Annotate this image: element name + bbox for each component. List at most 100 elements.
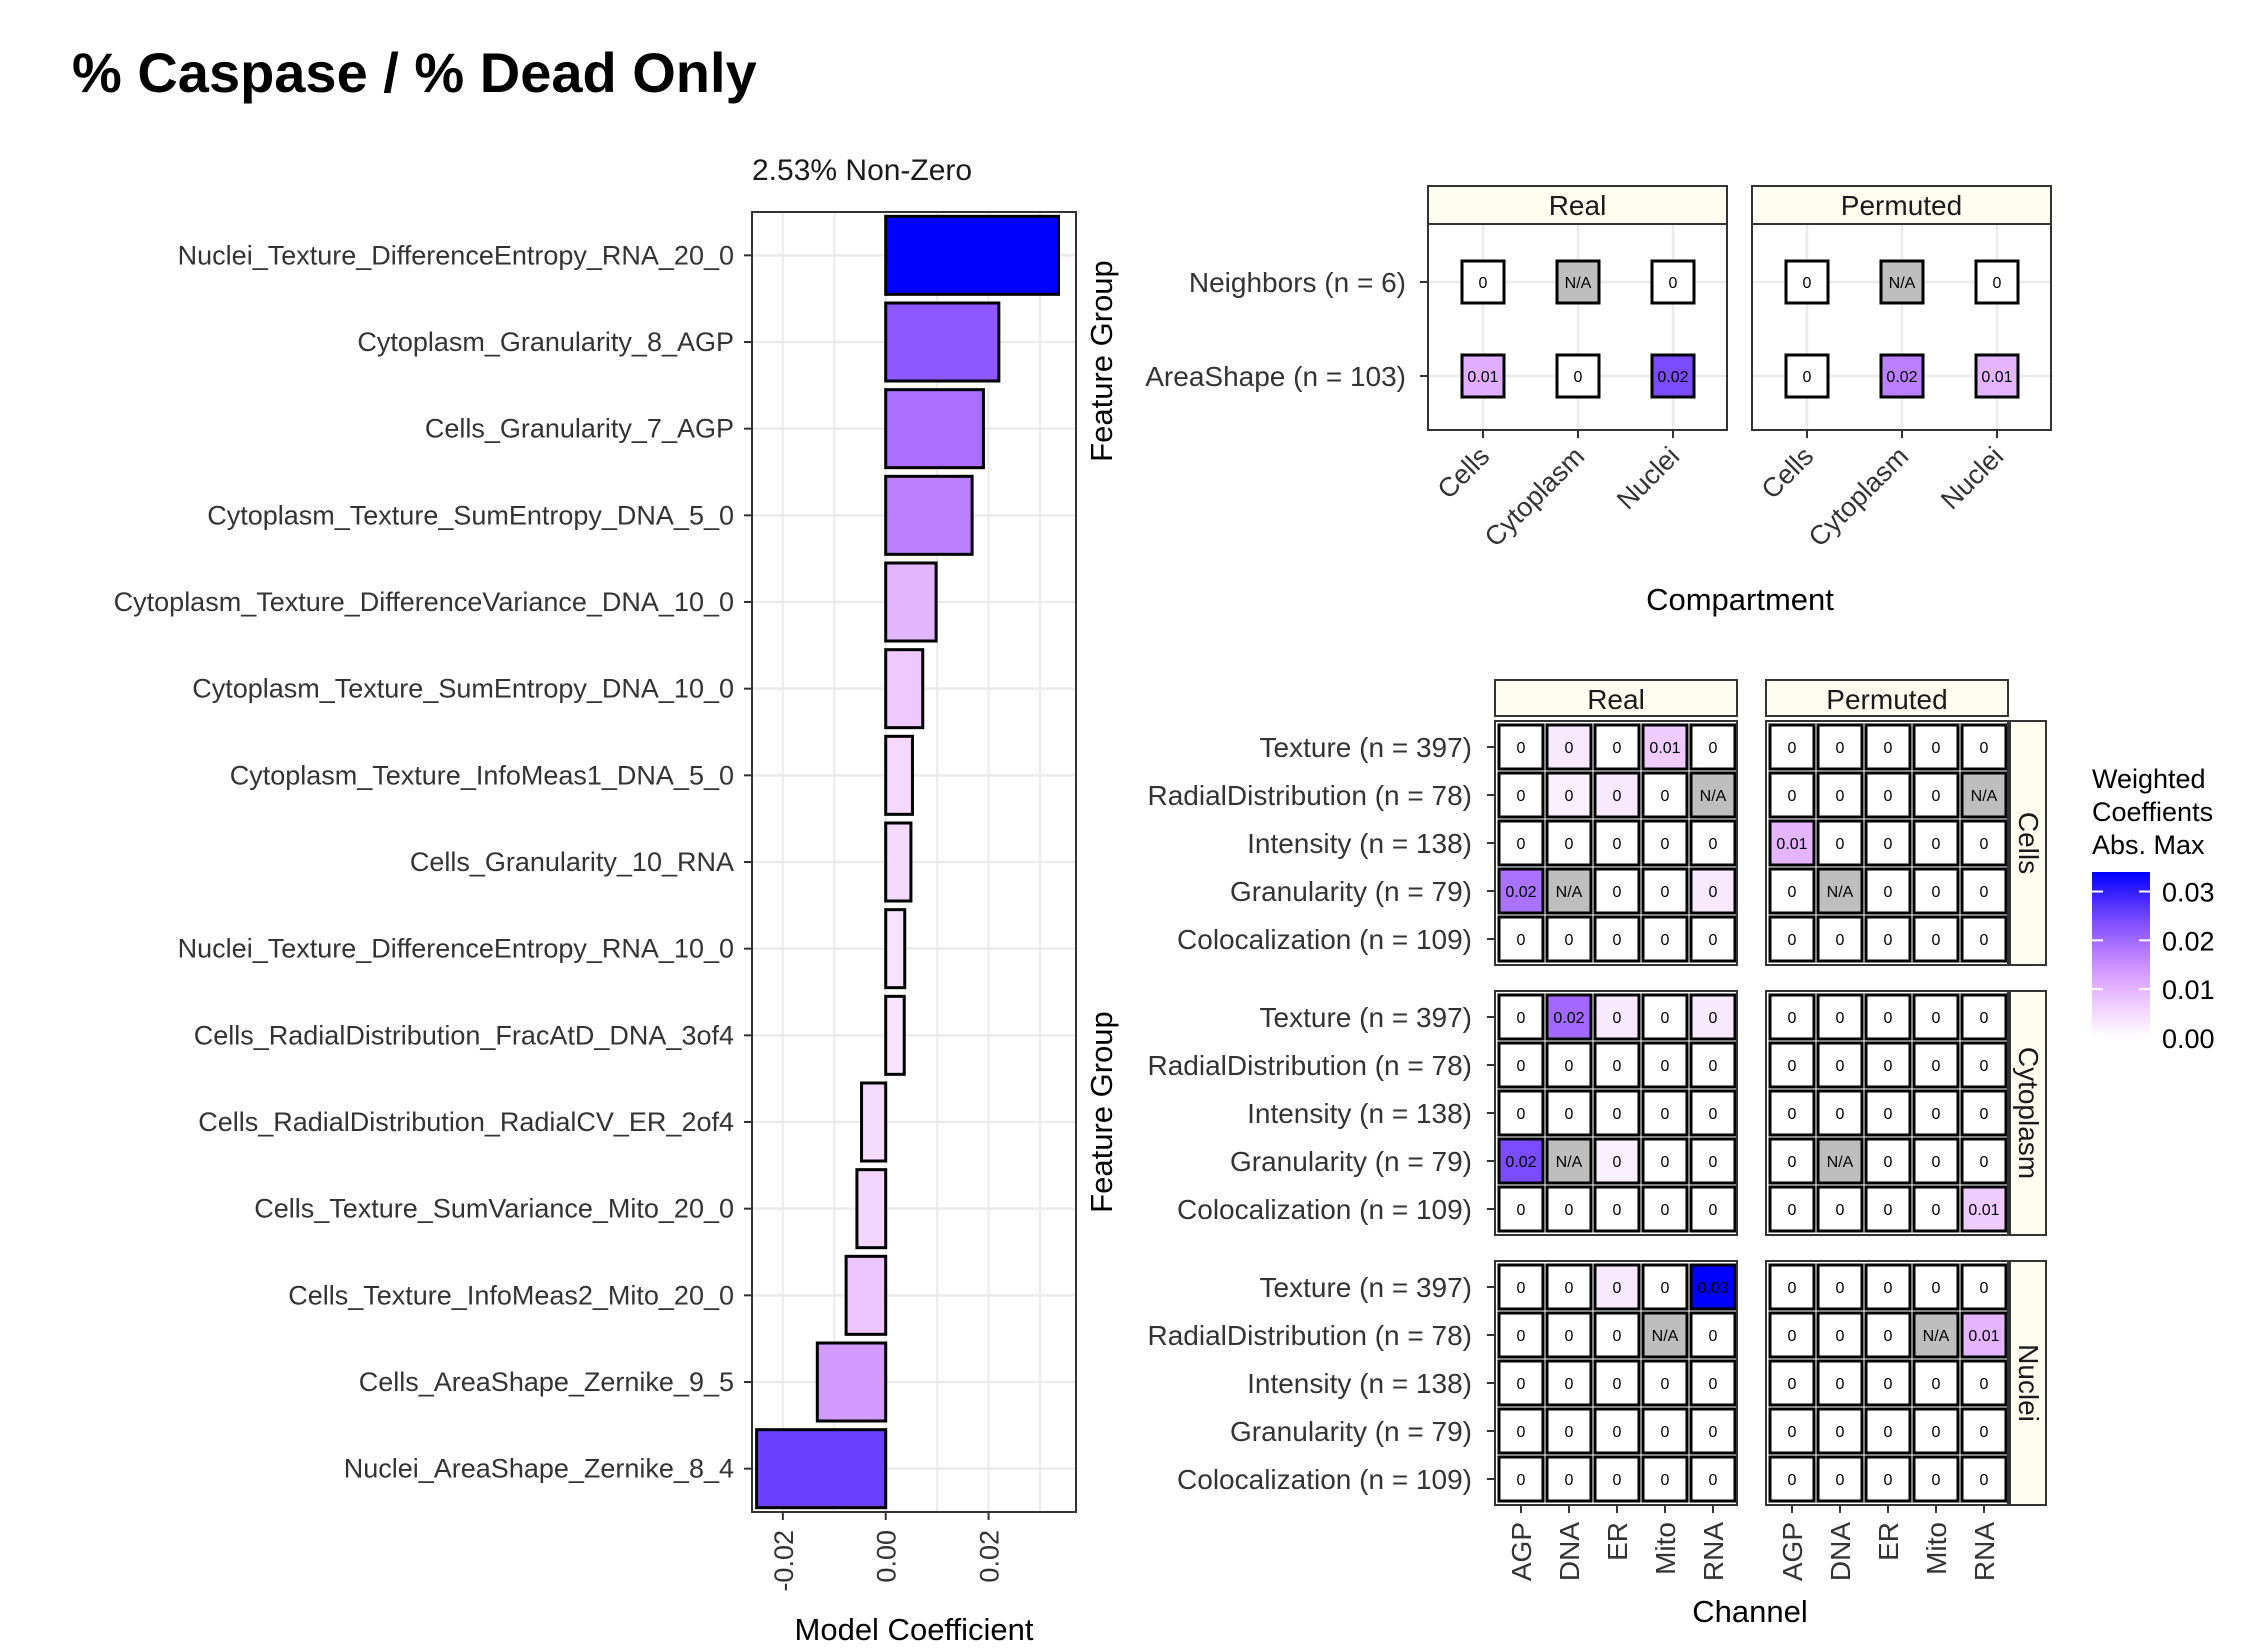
- heatmap-cell-label: 0: [1709, 1328, 1718, 1345]
- heatmap-x-tick-label: Cells: [1432, 441, 1496, 505]
- heatmap-cell-label: 0.01: [1981, 369, 2012, 386]
- heatmap-cell-label: 0: [1565, 1202, 1574, 1219]
- heatmap-cell: [1768, 1263, 1816, 1311]
- heatmap-cell: [1960, 771, 2008, 819]
- heatmap-cell: [1816, 1263, 1864, 1311]
- heatmap-cell-label: 0: [1836, 1106, 1845, 1123]
- heatmap-cell-label: 0: [1613, 1154, 1622, 1171]
- heatmap-cell-label: 0: [1565, 1424, 1574, 1441]
- heatmap-cell-label: 0: [1565, 740, 1574, 757]
- heatmap-cell: [1497, 1311, 1545, 1359]
- heatmap-cell-label: N/A: [1700, 788, 1727, 805]
- heatmap-cell-label: 0: [1517, 740, 1526, 757]
- heatmap-cell: [1497, 771, 1545, 819]
- heatmap-cell: [1784, 353, 1830, 399]
- heatmap-cell: [1912, 915, 1960, 963]
- heatmap-cell-label: 0.02: [1886, 369, 1917, 386]
- heatmap-cell-label: 0: [1661, 836, 1670, 853]
- heatmap-cell: [1545, 819, 1593, 867]
- legend-tick-label: 0.00: [2162, 1024, 2215, 1054]
- heatmap-cell-label: 0.01: [1968, 1328, 1999, 1345]
- heatmap-cell-label: 0: [1613, 1010, 1622, 1027]
- heatmap-cell: [1689, 993, 1737, 1041]
- heatmap-cell-label: 0: [1661, 1202, 1670, 1219]
- heatmap-cell: [1816, 1041, 1864, 1089]
- heatmap-cell-label: 0: [1884, 1376, 1893, 1393]
- facet-strip-label: Nuclei: [2013, 1344, 2044, 1422]
- heatmap-cell: [1689, 723, 1737, 771]
- heatmap-cell-label: 0: [1788, 1472, 1797, 1489]
- heatmap-cell: [1960, 1359, 2008, 1407]
- heatmap-cell: [1784, 259, 1830, 305]
- heatmap-cell: [1497, 723, 1545, 771]
- heatmap-cell: [1912, 1185, 1960, 1233]
- heatmap-y-tick-label: Colocalization (n = 109): [1177, 1194, 1472, 1225]
- bar-category-label: Cells_RadialDistribution_FracAtD_DNA_3of…: [194, 1020, 734, 1050]
- legend-color-bar: [2092, 872, 2150, 1038]
- heatmap-x-tick-label: RNA: [1969, 1522, 2000, 1581]
- heatmap-cell: [1960, 1455, 2008, 1503]
- heatmap-cell: [1816, 1455, 1864, 1503]
- heatmap-cell: [1768, 1311, 1816, 1359]
- heatmap-cell: [1912, 1311, 1960, 1359]
- heatmap-cell: [1497, 1089, 1545, 1137]
- facet-strip-label: Cytoplasm: [2013, 1047, 2044, 1179]
- heatmap-cell: [1864, 1311, 1912, 1359]
- heatmap-cell: [1864, 993, 1912, 1041]
- heatmap-cell: [1864, 1263, 1912, 1311]
- heatmap-cell: [1960, 1311, 2008, 1359]
- heatmap-x-tick-label: Cytoplasm: [1479, 441, 1590, 552]
- heatmap-x-tick-label: Nuclei: [1611, 441, 1685, 515]
- bar: [884, 388, 985, 470]
- channel-y-axis-title: Feature Group: [1084, 1011, 1119, 1213]
- heatmap-cell-label: 0: [1565, 1376, 1574, 1393]
- heatmap-cell: [1960, 993, 2008, 1041]
- heatmap-cell-label: 0: [1836, 1202, 1845, 1219]
- heatmap-cell-label: N/A: [1556, 1154, 1583, 1171]
- heatmap-y-tick-label: Texture (n = 397): [1260, 1002, 1472, 1033]
- heatmap-y-tick-label: RadialDistribution (n = 78): [1148, 1320, 1473, 1351]
- heatmap-cell: [1497, 993, 1545, 1041]
- heatmap-cell-label: 0: [1709, 932, 1718, 949]
- heatmap-cell-label: N/A: [1565, 275, 1592, 292]
- bar-x-tick-label: 0.00: [872, 1530, 902, 1583]
- heatmap-cell-label: 0: [1836, 1058, 1845, 1075]
- heatmap-cell: [1768, 1407, 1816, 1455]
- heatmap-cell-label: 0: [1980, 1472, 1989, 1489]
- heatmap-cell-label: 0: [1884, 1202, 1893, 1219]
- heatmap-y-tick-label: RadialDistribution (n = 78): [1148, 780, 1473, 811]
- heatmap-cell-label: 0: [1932, 1010, 1941, 1027]
- heatmap-cell: [1689, 1359, 1737, 1407]
- legend-tick-label: 0.03: [2162, 878, 2215, 908]
- bar: [884, 474, 974, 556]
- heatmap-cell: [1641, 1359, 1689, 1407]
- heatmap-cell: [1593, 1455, 1641, 1503]
- heatmap-cell: [1689, 1455, 1737, 1503]
- heatmap-cell: [1497, 1041, 1545, 1089]
- legend-title: Coeffients: [2092, 797, 2213, 827]
- heatmap-y-tick-label: Intensity (n = 138): [1247, 1368, 1472, 1399]
- heatmap-x-tick-label: ER: [1873, 1522, 1904, 1561]
- heatmap-cell-label: 0: [1884, 740, 1893, 757]
- heatmap-cell-label: 0: [1836, 740, 1845, 757]
- heatmap-cell-label: 0: [1788, 932, 1797, 949]
- heatmap-cell-label: 0: [1993, 275, 2002, 292]
- heatmap-cell-label: 0: [1884, 1154, 1893, 1171]
- heatmap-cell-label: 0: [1517, 788, 1526, 805]
- heatmap-cell-label: 0: [1980, 1376, 1989, 1393]
- heatmap-cell: [1960, 867, 2008, 915]
- heatmap-cell: [1960, 1185, 2008, 1233]
- heatmap-cell: [1960, 1041, 2008, 1089]
- heatmap-y-tick-label: Granularity (n = 79): [1230, 1416, 1472, 1447]
- heatmap-cell: [1816, 723, 1864, 771]
- heatmap-cell: [1864, 1137, 1912, 1185]
- heatmap-cell: [1689, 1185, 1737, 1233]
- heatmap-x-tick-label: DNA: [1554, 1522, 1585, 1581]
- heatmap-cell-label: 0: [1517, 836, 1526, 853]
- heatmap-cell-label: 0: [1613, 1280, 1622, 1297]
- heatmap-cell-label: 0: [1709, 1058, 1718, 1075]
- heatmap-cell: [1864, 867, 1912, 915]
- legend-title: Abs. Max: [2092, 830, 2205, 860]
- heatmap-cell-label: 0: [1884, 1472, 1893, 1489]
- bar-category-label: Cells_Granularity_10_RNA: [410, 847, 734, 877]
